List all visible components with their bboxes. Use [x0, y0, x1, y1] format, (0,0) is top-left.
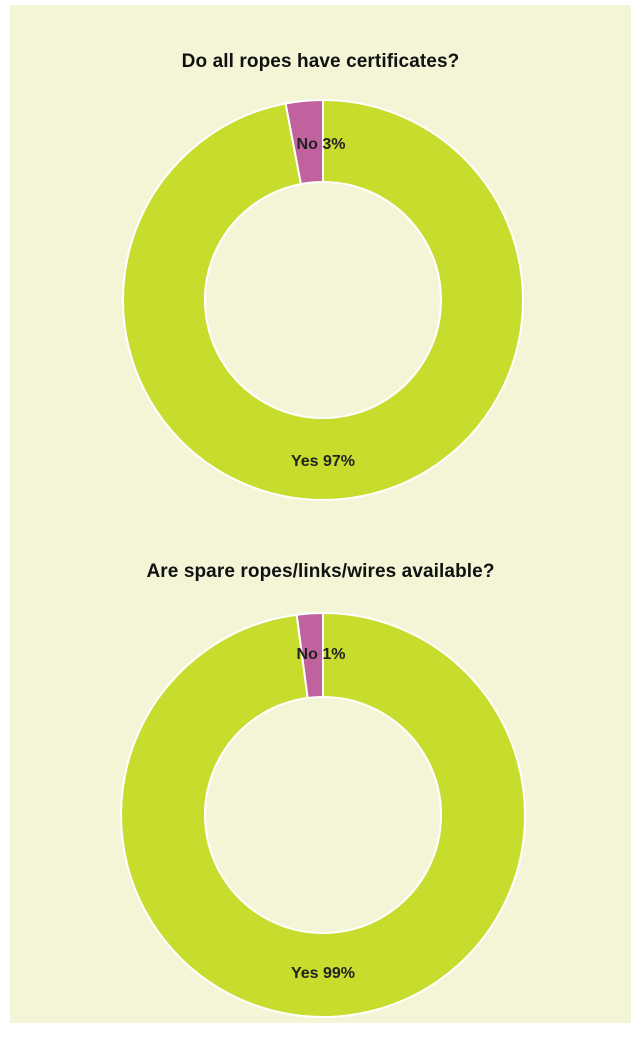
chart-spare-ropes: Are spare ropes/links/wires available? N…	[10, 510, 631, 1023]
chart-panel: Do all ropes have certificates? No 3% Yes…	[10, 5, 631, 1023]
chart-ropes-certificates: Do all ropes have certificates? No 3% Yes…	[10, 5, 631, 510]
donut-slice-yes	[122, 98, 524, 501]
slice-label-yes: Yes 99%	[291, 965, 355, 982]
slice-label-no: No 3%	[297, 136, 346, 153]
donut-slice-yes	[120, 611, 526, 1018]
donut-chart: No 3% Yes 97%	[122, 98, 524, 501]
slice-label-yes: Yes 97%	[291, 453, 355, 470]
donut-chart: No 1% Yes 99%	[120, 611, 526, 1018]
slice-label-no: No 1%	[297, 646, 346, 663]
chart-title: Are spare ropes/links/wires available?	[146, 561, 495, 582]
chart-title: Do all ropes have certificates?	[181, 51, 460, 72]
